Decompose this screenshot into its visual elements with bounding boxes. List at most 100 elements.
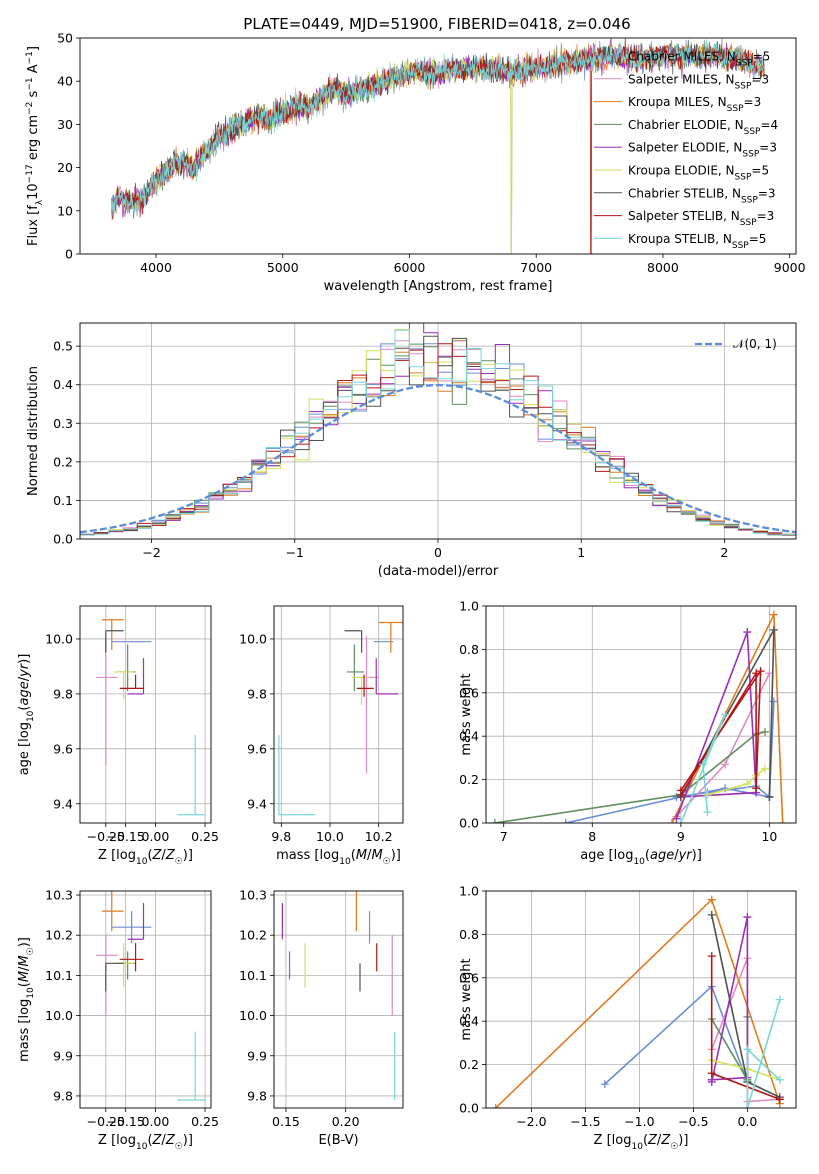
z_weight-marker-chabrier_stelib [707, 910, 716, 919]
z_weight-xtick-label: −1.5 [570, 1114, 600, 1129]
spectrum-series-group [111, 38, 765, 254]
age_weight-line-chabrier_miles [565, 701, 775, 823]
z_weight-ytick-label: 0.8 [459, 927, 479, 942]
z_weight-marker-kroupa_stelib [775, 995, 784, 1004]
z_mass-xtick-label: −0.15 [106, 1114, 144, 1129]
z_weight-line-kroupa_stelib [746, 999, 781, 1108]
normal-curve [80, 383, 796, 534]
ebv_mass-xtick-label: 0.15 [272, 1114, 300, 1129]
spectrum-frame [79, 37, 797, 255]
z_age-ytick-label: 10.0 [45, 631, 73, 646]
legend-label-salpeter_miles: Salpeter MILES, NSSP=3 [628, 72, 769, 91]
z_weight-xtick-label: −0.5 [678, 1114, 708, 1129]
residual-hist-salpeter_stelib [80, 343, 796, 536]
z_mass-ytick-label: 10.3 [45, 888, 73, 903]
legend-label-chabrier_elodie: Chabrier ELODIE, NSSP=4 [628, 118, 778, 137]
z_mass-axes: −0.25−0.150.00 0.25 9.8 9.9 10.0 10.1 10.2 10.3… [17, 888, 219, 1152]
residuals-xtick-label: −1 [286, 545, 304, 560]
age_weight-xtick-label: 8 [588, 829, 596, 844]
age_weight-marker-kroupa_stelib [676, 819, 685, 823]
legend-label-salpeter_stelib: Salpeter STELIB, NSSP=3 [628, 209, 774, 228]
z_weight-xlabel: Z [log10(Z/Z☉)] [594, 1133, 689, 1152]
z_weight-ytick-label: 0.0 [459, 1101, 479, 1116]
z_age-frame [79, 605, 212, 824]
mass_age-xtick-label: 10.0 [316, 829, 344, 844]
ebv_mass-ytick-label: 10.2 [239, 928, 267, 943]
ebv_mass-points [281, 891, 396, 1100]
z_mass-points [95, 891, 206, 1101]
age_weight-line-kroupa_stelib [680, 714, 726, 823]
spectrum-xtick-label: 6000 [394, 260, 426, 275]
age_weight-ytick-label: 0.8 [459, 642, 479, 657]
z_weight-xtick-label: −1.0 [624, 1114, 654, 1129]
z_age-xtick-label: 0.00 [142, 829, 170, 844]
z_age-points [95, 619, 206, 816]
residuals-axes: −2 −1 0 1 2 0.0 0.1 0.2 0.3 0.4 0.5 (data-model)/er… [26, 323, 796, 579]
age_weight-marker-kroupa_stelib [721, 710, 730, 719]
ebv_mass-frame [273, 890, 404, 1109]
spectrum-ytick-label: 10 [57, 203, 73, 218]
age_weight-marker-salpeter_miles [721, 760, 730, 769]
z_age-ytick-label: 9.6 [53, 741, 73, 756]
ebv_mass-ytick-label: 9.8 [247, 1088, 267, 1103]
z_weight-xtick-label: 0.0 [737, 1114, 757, 1129]
z_mass-ytick-label: 10.0 [45, 1008, 73, 1023]
legend-label-kroupa_miles: Kroupa MILES, NSSP=3 [628, 95, 761, 114]
residual-hist-group [80, 323, 796, 536]
residuals-ylabel: Normed distribution [26, 366, 41, 496]
spectrum-ytick-label: 0 [65, 247, 73, 262]
mass_age-axes: 9.8 10.0 10.2 9.4 9.6 9.8 10.0 mass [log10(M/M☉… [239, 606, 403, 867]
legend-label-chabrier_stelib: Chabrier STELIB, NSSP=3 [628, 186, 776, 205]
mass_age-ytick-label: 9.4 [247, 796, 267, 811]
z_weight-line-chabrier_miles [604, 985, 749, 1085]
z_weight-ylabel: mass weight [459, 958, 474, 1040]
legend-label-kroupa_stelib: Kroupa STELIB, NSSP=5 [628, 232, 766, 251]
mass_age-ytick-label: 9.6 [247, 741, 267, 756]
residuals-ytick-label: 0.5 [53, 339, 73, 354]
ebv_mass-axes: 0.15 0.20 9.8 9.9 10.0 10.1 10.2 10.3 E(B-V) [239, 888, 403, 1148]
spectrum-legend: Chabrier MILES, NSSP=5 Salpeter MILES, NS… [594, 50, 778, 251]
residuals-frame [79, 322, 797, 540]
spectrum-xtick-label: 8000 [647, 260, 679, 275]
residuals-ytick-label: 0.2 [53, 454, 73, 469]
spectrum-xtick-label: 9000 [774, 260, 806, 275]
z_weight-marker-kroupa_miles [491, 1104, 500, 1108]
z_weight-marker-salpeter_elodie [743, 913, 752, 922]
z_weight-ytick-label: 1.0 [459, 884, 479, 899]
z_weight-marker-chabrier_miles [600, 1080, 609, 1089]
z_weight-marker-kroupa_stelib [743, 1104, 752, 1108]
spectrum-line-kroupa_stelib [111, 39, 765, 220]
z_weight-ytick-label: 0.4 [459, 1014, 479, 1029]
z_weight-frame [485, 890, 797, 1109]
age_weight-marker-salpeter_stelib [752, 784, 761, 793]
age_weight-marker-kroupa_elodie [743, 779, 752, 788]
age_weight-marker-kroupa_miles [778, 819, 787, 823]
z_weight-marker-salpeter_stelib [707, 952, 716, 961]
age_weight-xlabel: age [log10(age/yr)] [580, 848, 702, 867]
z_mass-ytick-label: 10.1 [45, 968, 73, 983]
z_weight-marker-kroupa_stelib [743, 1045, 752, 1054]
residuals-xtick-label: 0 [434, 545, 442, 560]
legend-label-kroupa_elodie: Kroupa ELODIE, NSSP=5 [628, 164, 769, 183]
spectrum-ytick-label: 20 [57, 160, 73, 175]
residuals-xtick-label: 1 [577, 545, 585, 560]
age_weight-xtick-label: 9 [677, 829, 685, 844]
z_weight-marker-kroupa_stelib [775, 1075, 784, 1084]
z_weight-line-chabrier_elodie [711, 1016, 749, 1083]
ebv_mass-xlabel: E(B-V) [318, 1133, 358, 1148]
age_weight-marker-kroupa_stelib [703, 808, 712, 817]
residuals-ytick-label: 0.0 [53, 532, 73, 547]
z_mass-ylabel: mass [log10(M/M☉)] [17, 937, 36, 1062]
mass_age-xtick-label: 9.8 [271, 829, 291, 844]
z_mass-xtick-label: 0.00 [142, 1114, 170, 1129]
z_weight-ytick-label: 0.2 [459, 1057, 479, 1072]
age_weight-marker-salpeter_elodie [743, 628, 752, 637]
residuals-ytick-label: 0.1 [53, 493, 73, 508]
z_mass-xtick-label: 0.25 [191, 1114, 219, 1129]
z_weight-line-kroupa_miles [495, 898, 781, 1108]
mass_age-xlabel: mass [log10(M/M☉)] [276, 848, 401, 867]
mass_age-xtick-label: 10.2 [365, 829, 393, 844]
residuals-xtick-label: 2 [720, 545, 728, 560]
spectrum-ytick-label: 30 [57, 117, 73, 132]
age_weight-ytick-label: 0.4 [459, 729, 479, 744]
